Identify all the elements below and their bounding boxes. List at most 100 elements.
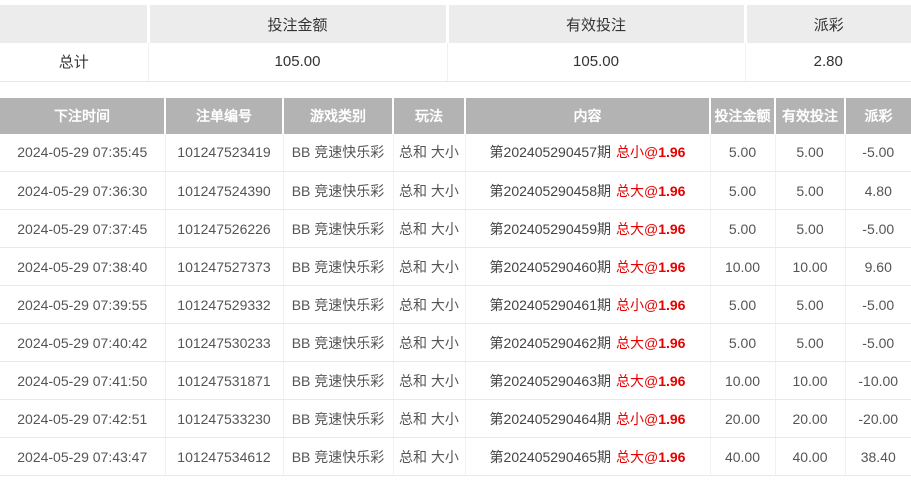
- content-cell: 第202405290463期 总大@1.96: [465, 361, 711, 400]
- order-id-cell: 101247523419: [165, 133, 284, 172]
- summary-valid-bet-value: 105.00: [447, 43, 746, 82]
- summary-header-bet-amount: 投注金额: [148, 5, 449, 43]
- odds-text: 1.96: [658, 182, 686, 199]
- bet-amount-cell: 5.00: [710, 171, 776, 210]
- order-id-cell: 101247526226: [165, 209, 284, 248]
- payout-cell: -10.00: [845, 361, 911, 400]
- order-id-cell: 101247524390: [165, 171, 284, 210]
- payout-cell: -20.00: [845, 399, 911, 438]
- bet-time-cell: 2024-05-29 07:37:45: [0, 209, 166, 248]
- valid-bet-cell: 5.00: [775, 323, 846, 362]
- bet-time-cell: 2024-05-29 07:38:40: [0, 247, 166, 286]
- bet-time-cell: 2024-05-29 07:42:51: [0, 399, 166, 438]
- payout-cell: 9.60: [845, 247, 911, 286]
- game-category-cell: BB 竞速快乐彩: [283, 361, 394, 400]
- valid-bet-cell: 5.00: [775, 171, 846, 210]
- order-id-cell: 101247530233: [165, 323, 284, 362]
- play-type-cell: 总和 大小: [393, 285, 466, 324]
- period-text: 第202405290459期: [489, 220, 611, 237]
- records-header-time: 下注时间: [0, 97, 166, 134]
- valid-bet-cell: 40.00: [775, 437, 846, 476]
- records-header-game: 游戏类别: [283, 97, 394, 134]
- play-type-cell: 总和 大小: [393, 437, 466, 476]
- bet-amount-cell: 40.00: [710, 437, 776, 476]
- period-text: 第202405290462期: [489, 334, 611, 351]
- pick-text: 总大@: [615, 334, 659, 351]
- record-row: 2024-05-29 07:41:50 101247531871 BB 竞速快乐…: [0, 361, 911, 400]
- record-row: 2024-05-29 07:37:45 101247526226 BB 竞速快乐…: [0, 209, 911, 248]
- period-text: 第202405290458期: [489, 182, 611, 199]
- pick-text: 总大@: [615, 258, 659, 275]
- game-category-cell: BB 竞速快乐彩: [283, 285, 394, 324]
- pick-text: 总大@: [615, 220, 659, 237]
- valid-bet-cell: 5.00: [775, 285, 846, 324]
- bet-time-cell: 2024-05-29 07:41:50: [0, 361, 166, 400]
- order-id-cell: 101247529332: [165, 285, 284, 324]
- play-type-cell: 总和 大小: [393, 247, 466, 286]
- bet-amount-cell: 5.00: [710, 285, 776, 324]
- game-category-cell: BB 竞速快乐彩: [283, 171, 394, 210]
- order-id-cell: 101247527373: [165, 247, 284, 286]
- bet-time-cell: 2024-05-29 07:40:42: [0, 323, 166, 362]
- record-row: 2024-05-29 07:35:45 101247523419 BB 竞速快乐…: [0, 133, 911, 172]
- payout-cell: -5.00: [845, 209, 911, 248]
- order-id-cell: 101247534612: [165, 437, 284, 476]
- order-id-cell: 101247531871: [165, 361, 284, 400]
- game-category-cell: BB 竞速快乐彩: [283, 133, 394, 172]
- records-header-payout: 派彩: [845, 97, 911, 134]
- valid-bet-cell: 10.00: [775, 247, 846, 286]
- records-header-bet-amount: 投注金额: [710, 97, 776, 134]
- odds-text: 1.96: [658, 296, 686, 313]
- odds-text: 1.96: [658, 144, 686, 161]
- bet-records-table: 下注时间 注单编号 游戏类别 玩法 内容 投注金额 有效投注 派彩 2024-0…: [0, 97, 911, 476]
- bet-amount-cell: 5.00: [710, 133, 776, 172]
- content-cell: 第202405290458期 总大@1.96: [465, 171, 711, 210]
- summary-payout-value: 2.80: [745, 43, 911, 82]
- odds-text: 1.96: [658, 448, 686, 465]
- summary-total-row: 总计 105.00 105.00 2.80: [0, 43, 911, 82]
- record-row: 2024-05-29 07:40:42 101247530233 BB 竞速快乐…: [0, 323, 911, 362]
- odds-text: 1.96: [658, 220, 686, 237]
- bet-amount-cell: 10.00: [710, 247, 776, 286]
- play-type-cell: 总和 大小: [393, 133, 466, 172]
- odds-text: 1.96: [658, 334, 686, 351]
- summary-header-payout: 派彩: [745, 5, 911, 43]
- bet-amount-cell: 5.00: [710, 323, 776, 362]
- pick-text: 总小@: [615, 410, 659, 427]
- period-text: 第202405290464期: [489, 410, 611, 427]
- valid-bet-cell: 20.00: [775, 399, 846, 438]
- odds-text: 1.96: [658, 258, 686, 275]
- play-type-cell: 总和 大小: [393, 361, 466, 400]
- period-text: 第202405290457期: [489, 144, 611, 161]
- period-text: 第202405290463期: [489, 372, 611, 389]
- payout-cell: -5.00: [845, 285, 911, 324]
- payout-cell: -5.00: [845, 323, 911, 362]
- content-cell: 第202405290462期 总大@1.96: [465, 323, 711, 362]
- odds-text: 1.96: [658, 372, 686, 389]
- payout-cell: -5.00: [845, 133, 911, 172]
- summary-header-row: 投注金额 有效投注 派彩: [0, 5, 911, 43]
- record-row: 2024-05-29 07:43:47 101247534612 BB 竞速快乐…: [0, 437, 911, 476]
- bet-time-cell: 2024-05-29 07:43:47: [0, 437, 166, 476]
- summary-bet-amount-value: 105.00: [148, 43, 448, 82]
- bet-time-cell: 2024-05-29 07:36:30: [0, 171, 166, 210]
- pick-text: 总小@: [615, 296, 659, 313]
- records-header-play: 玩法: [393, 97, 466, 134]
- game-category-cell: BB 竞速快乐彩: [283, 437, 394, 476]
- period-text: 第202405290465期: [489, 448, 611, 465]
- game-category-cell: BB 竞速快乐彩: [283, 399, 394, 438]
- odds-text: 1.96: [658, 410, 686, 427]
- content-cell: 第202405290460期 总大@1.96: [465, 247, 711, 286]
- valid-bet-cell: 5.00: [775, 209, 846, 248]
- content-cell: 第202405290465期 总大@1.96: [465, 437, 711, 476]
- record-row: 2024-05-29 07:36:30 101247524390 BB 竞速快乐…: [0, 171, 911, 210]
- pick-text: 总大@: [615, 372, 659, 389]
- period-text: 第202405290460期: [489, 258, 611, 275]
- records-header-content: 内容: [465, 97, 711, 134]
- summary-total-label: 总计: [0, 43, 149, 82]
- valid-bet-cell: 5.00: [775, 133, 846, 172]
- payout-cell: 38.40: [845, 437, 911, 476]
- bet-amount-cell: 5.00: [710, 209, 776, 248]
- pick-text: 总小@: [615, 144, 659, 161]
- payout-cell: 4.80: [845, 171, 911, 210]
